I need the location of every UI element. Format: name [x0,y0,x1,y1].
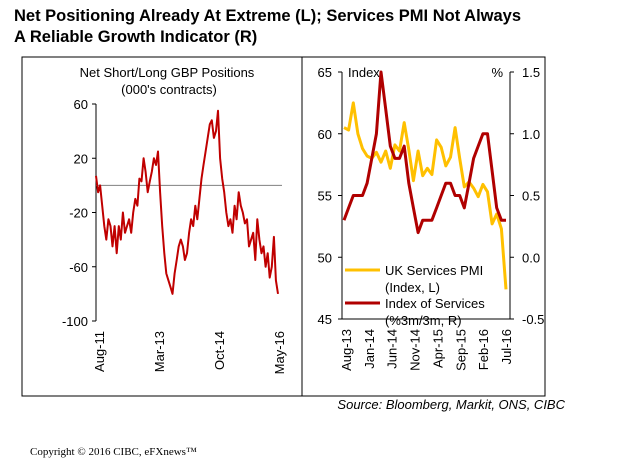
copyright-note: Copyright © 2016 CIBC, eFXnews™ [30,446,197,458]
right-x-tick-label: Aug-13 [339,329,354,371]
left-y-tick-label: 60 [74,97,88,112]
left-x-tick-label: Oct-14 [212,331,227,370]
right-series [344,72,506,289]
left-x-tick-label: Aug-11 [92,331,107,372]
left-x-tick-label: Mar-13 [152,331,167,372]
right-panel: Index % 65 60 55 50 45 1.5 1.0 0.5 0.0 -0.5 Aug-13… [318,65,545,371]
right-x-tick-label: Sep-15 [453,329,468,371]
right-left-tick-label: 55 [318,189,332,204]
left-y-tick-label: -100 [62,314,88,329]
right-axis-label-right: % [491,65,503,80]
source-note: Source: Bloomberg, Markit, ONS, CIBC [337,397,565,412]
right-x-tick-label: Jun-14 [385,329,400,369]
left-panel: Net Short/Long GBP Positions (000's cont… [62,65,287,374]
right-axis-label-left: Index [348,65,380,80]
right-left-tick-label: 60 [318,127,332,142]
legend-label-services-2: (%3m/3m, R) [385,313,462,328]
right-x-tick-label: Jan-14 [362,329,377,369]
legend-label-pmi-2: (Index, L) [385,280,440,295]
right-x-tick-label: Feb-16 [476,329,491,370]
right-left-tick-label: 45 [318,312,332,327]
left-series [96,111,278,294]
left-chart-subtitle: (000's contracts) [121,82,217,97]
legend-label-pmi: UK Services PMI [385,263,483,278]
right-right-tick-label: 0.0 [522,250,540,265]
services-series-line [344,72,506,233]
legend: UK Services PMI (Index, L) Index of Serv… [345,263,485,328]
right-right-tick-label: 1.0 [522,127,540,142]
right-x-tick-label: Jul-16 [499,329,514,364]
left-y-tick-label: -60 [69,260,88,275]
left-y-tick-label: 20 [74,151,88,166]
pmi-series-line [344,103,506,290]
right-left-tick-label: 65 [318,65,332,80]
right-x-tick-label: Nov-14 [408,329,423,371]
left-y-tick-label: -20 [69,206,88,221]
right-right-tick-label: 1.5 [522,65,540,80]
right-right-tick-label: 0.5 [522,189,540,204]
right-left-tick-label: 50 [318,250,332,265]
left-chart-title: Net Short/Long GBP Positions [80,65,255,80]
right-right-tick-label: -0.5 [522,312,544,327]
left-series-line [96,111,278,294]
right-x-tick-label: Apr-15 [430,329,445,368]
legend-label-services: Index of Services [385,296,485,311]
left-x-tick-label: May-16 [272,331,287,374]
